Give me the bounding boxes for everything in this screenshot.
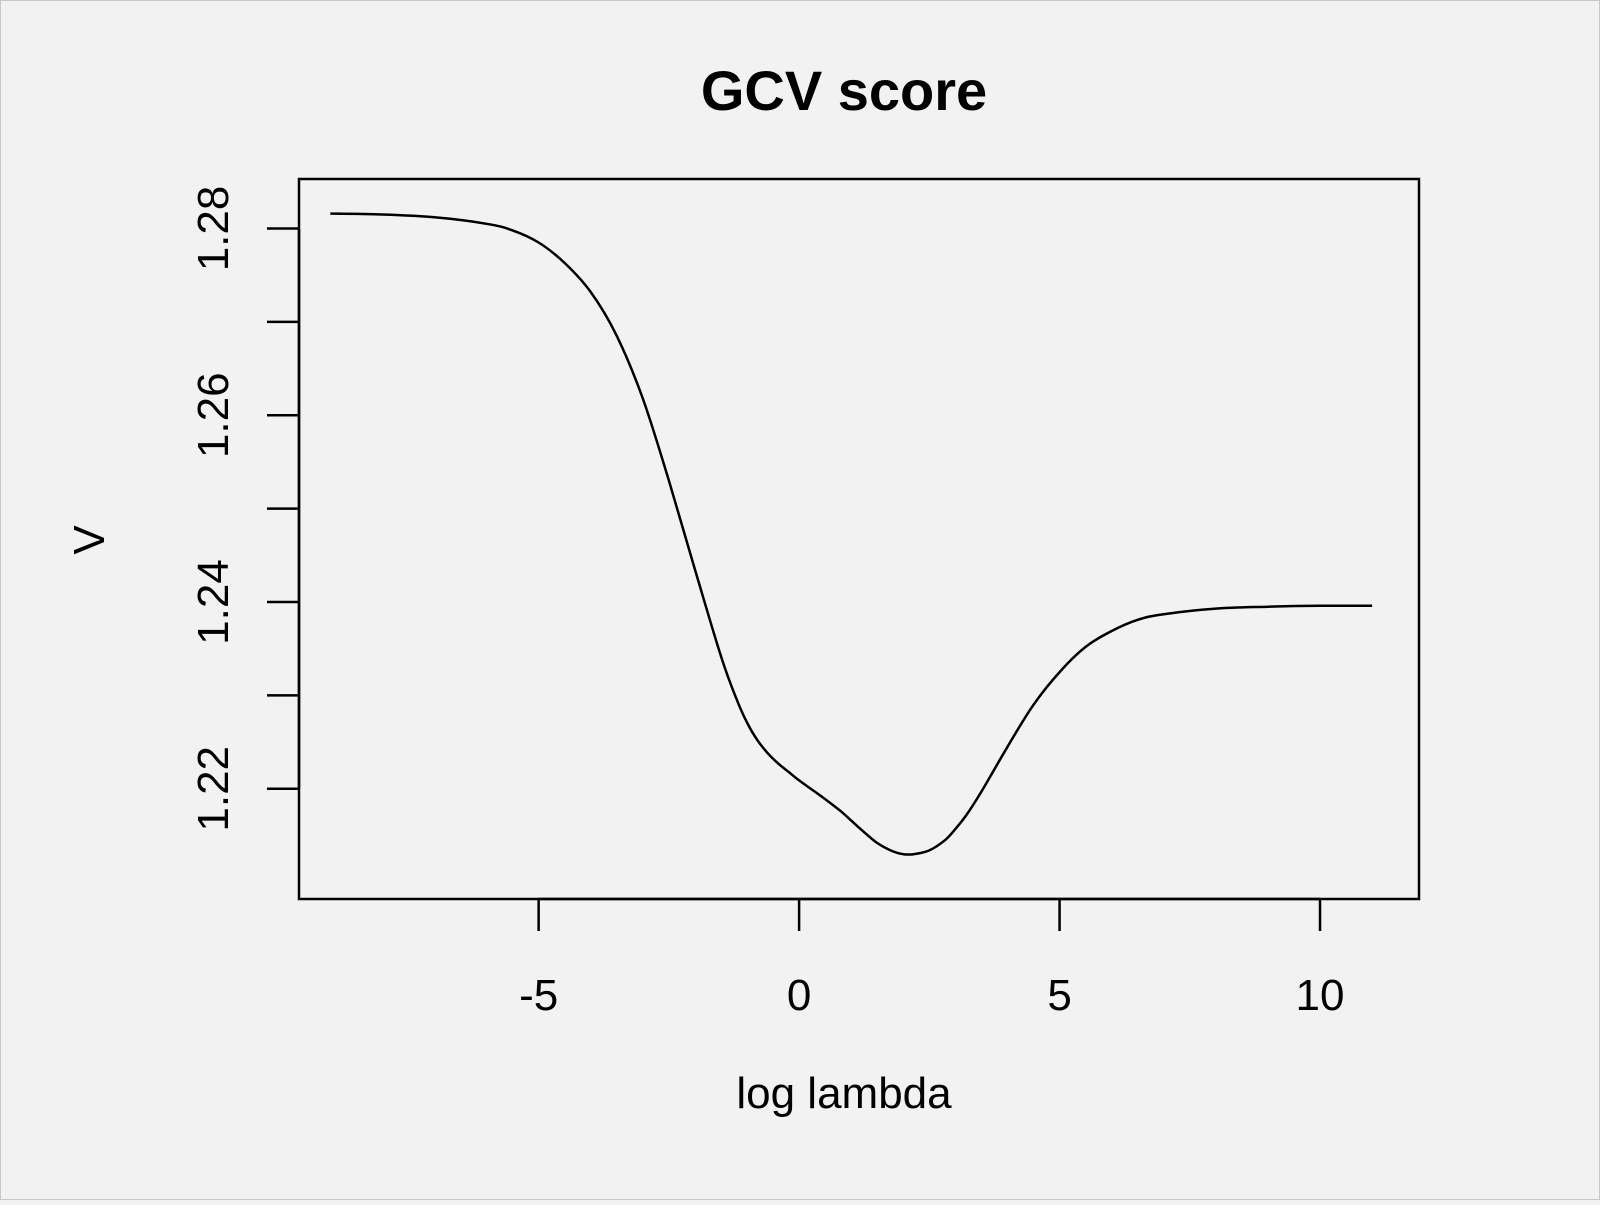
y-tick-label: 1.26	[189, 372, 238, 458]
chart-title: GCV score	[701, 59, 987, 122]
x-axis-label: log lambda	[736, 1069, 952, 1118]
x-axis: -5 0 5 10	[519, 897, 1345, 1020]
gcv-score-line	[330, 212, 1373, 856]
x-tick-label: 10	[1296, 971, 1345, 1020]
y-tick-label: 1.28	[189, 186, 238, 272]
x-tick-label: -5	[519, 971, 558, 1020]
y-axis: 1.22 1.24 1.26 1.28	[189, 186, 301, 832]
y-tick-label: 1.22	[189, 746, 238, 832]
y-tick-label: 1.24	[189, 559, 238, 645]
y-axis-label: V	[65, 525, 114, 555]
x-tick-label: 5	[1047, 971, 1071, 1020]
x-tick-label: 0	[787, 971, 811, 1020]
